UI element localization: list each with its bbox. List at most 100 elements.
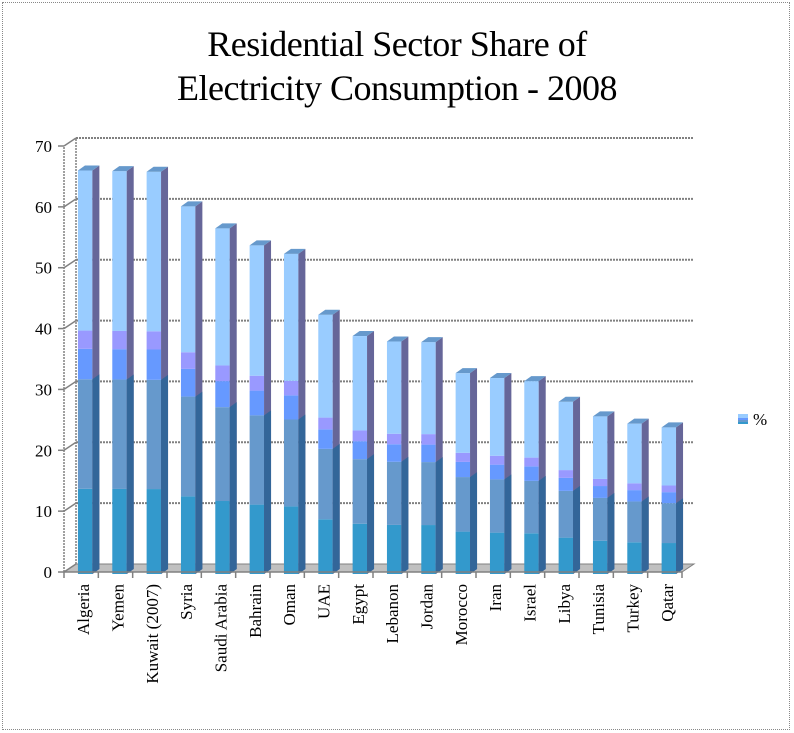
bar-segment (146, 349, 162, 380)
bar-segment (318, 429, 333, 449)
legend-swatch-band (738, 414, 748, 416)
bar-top (455, 368, 478, 374)
gridline-depth (63, 259, 77, 269)
bar-top (627, 418, 649, 424)
bar (661, 422, 684, 574)
bar-segment (283, 419, 299, 507)
x-category-label: Bahrain (246, 584, 265, 638)
bar-segment (558, 401, 574, 471)
bar-side-lower (195, 391, 203, 574)
bar (558, 396, 581, 574)
bar-segment (318, 417, 333, 430)
bar-segment (112, 379, 127, 489)
bar-segment (318, 314, 333, 418)
bar-segment (524, 466, 539, 481)
bar-segment (112, 330, 127, 350)
bar-segment (215, 407, 230, 502)
bar-segment (421, 342, 436, 435)
bar-top (249, 240, 272, 246)
bar-segment (524, 381, 539, 458)
x-category-label: Lebanon (383, 584, 402, 644)
bar-segment (249, 415, 265, 505)
bar-side-lower (538, 475, 546, 574)
gridline-depth (63, 380, 77, 391)
bar-segment (318, 519, 333, 574)
bar-segment (283, 506, 299, 574)
bar-segment (352, 523, 368, 574)
legend-label: % (753, 410, 767, 429)
x-category-label: Libya (555, 584, 574, 624)
y-tick-label: 0 (44, 563, 53, 582)
x-category-label: Israel (521, 584, 540, 622)
bar-segment (455, 373, 471, 453)
bar-segment (661, 503, 677, 544)
bar-side-lower (401, 456, 409, 574)
x-category-label: Algeria (74, 584, 93, 635)
gridline-depth (63, 441, 77, 451)
chart-title-line-1: Residential Sector Share of (207, 24, 587, 64)
bar (352, 331, 375, 574)
gridline-depth (63, 319, 77, 330)
bar-side-lower (573, 485, 581, 574)
y-axis: 0 10 20 30 40 50 60 70 (35, 137, 65, 582)
bar (249, 240, 272, 574)
bar-segment (661, 427, 677, 486)
bar-segment (627, 542, 642, 574)
bar-segment (592, 540, 608, 574)
bar-segment (352, 430, 368, 442)
bar-segment (180, 368, 196, 397)
bar-top (215, 223, 237, 229)
bar-side-lower (332, 443, 340, 574)
bar-segment (146, 489, 162, 574)
gridline-depth (63, 563, 77, 573)
bar-segment (524, 480, 539, 534)
y-tick-label: 10 (35, 502, 52, 521)
bar-segment (180, 396, 196, 497)
bar-segment (592, 416, 608, 479)
bar-segment (318, 448, 333, 520)
bar-segment (489, 455, 505, 465)
bar (146, 166, 169, 574)
bar-segment (112, 349, 127, 380)
bar-segment (249, 375, 265, 391)
x-category-label: Oman (280, 584, 299, 626)
bar-segment (455, 461, 471, 478)
legend-swatch-band (738, 418, 748, 420)
gridlines (63, 137, 694, 573)
bar (283, 248, 306, 575)
x-category-label: Turkey (624, 584, 643, 633)
bar (215, 223, 237, 575)
bar-segment (215, 501, 230, 574)
gridline-depth (63, 502, 77, 512)
bar-segment (558, 477, 574, 491)
bar-segment (146, 379, 162, 490)
bar-segment (661, 492, 677, 504)
gridline-depth (63, 137, 77, 147)
bar (318, 309, 340, 574)
bar-segment (146, 331, 162, 350)
x-category-label: Morocco (452, 584, 471, 645)
bar-segment (627, 483, 642, 491)
bar-side-lower (504, 474, 512, 574)
bar-segment (558, 490, 574, 538)
bar-top (77, 165, 100, 171)
bar-top (112, 166, 134, 172)
bar-side-lower (229, 402, 237, 574)
bar-top (386, 336, 409, 342)
bar-side-lower (92, 374, 100, 574)
bar-segment (112, 488, 127, 574)
bar-segment (592, 478, 608, 487)
x-category-label: UAE (315, 584, 334, 619)
bar (524, 376, 546, 574)
bar-segment (421, 444, 436, 463)
legend-swatch-band (738, 416, 748, 418)
bar-segment (421, 462, 436, 526)
bar-segment (180, 496, 196, 574)
chart-title: Residential Sector Share of Electricity … (0, 22, 794, 110)
bar-segment (627, 501, 642, 543)
x-category-label: Kuwait (2007) (143, 584, 162, 684)
y-tick-label: 20 (35, 441, 52, 460)
bar-segment (489, 532, 505, 574)
bar-side-lower (298, 414, 306, 574)
